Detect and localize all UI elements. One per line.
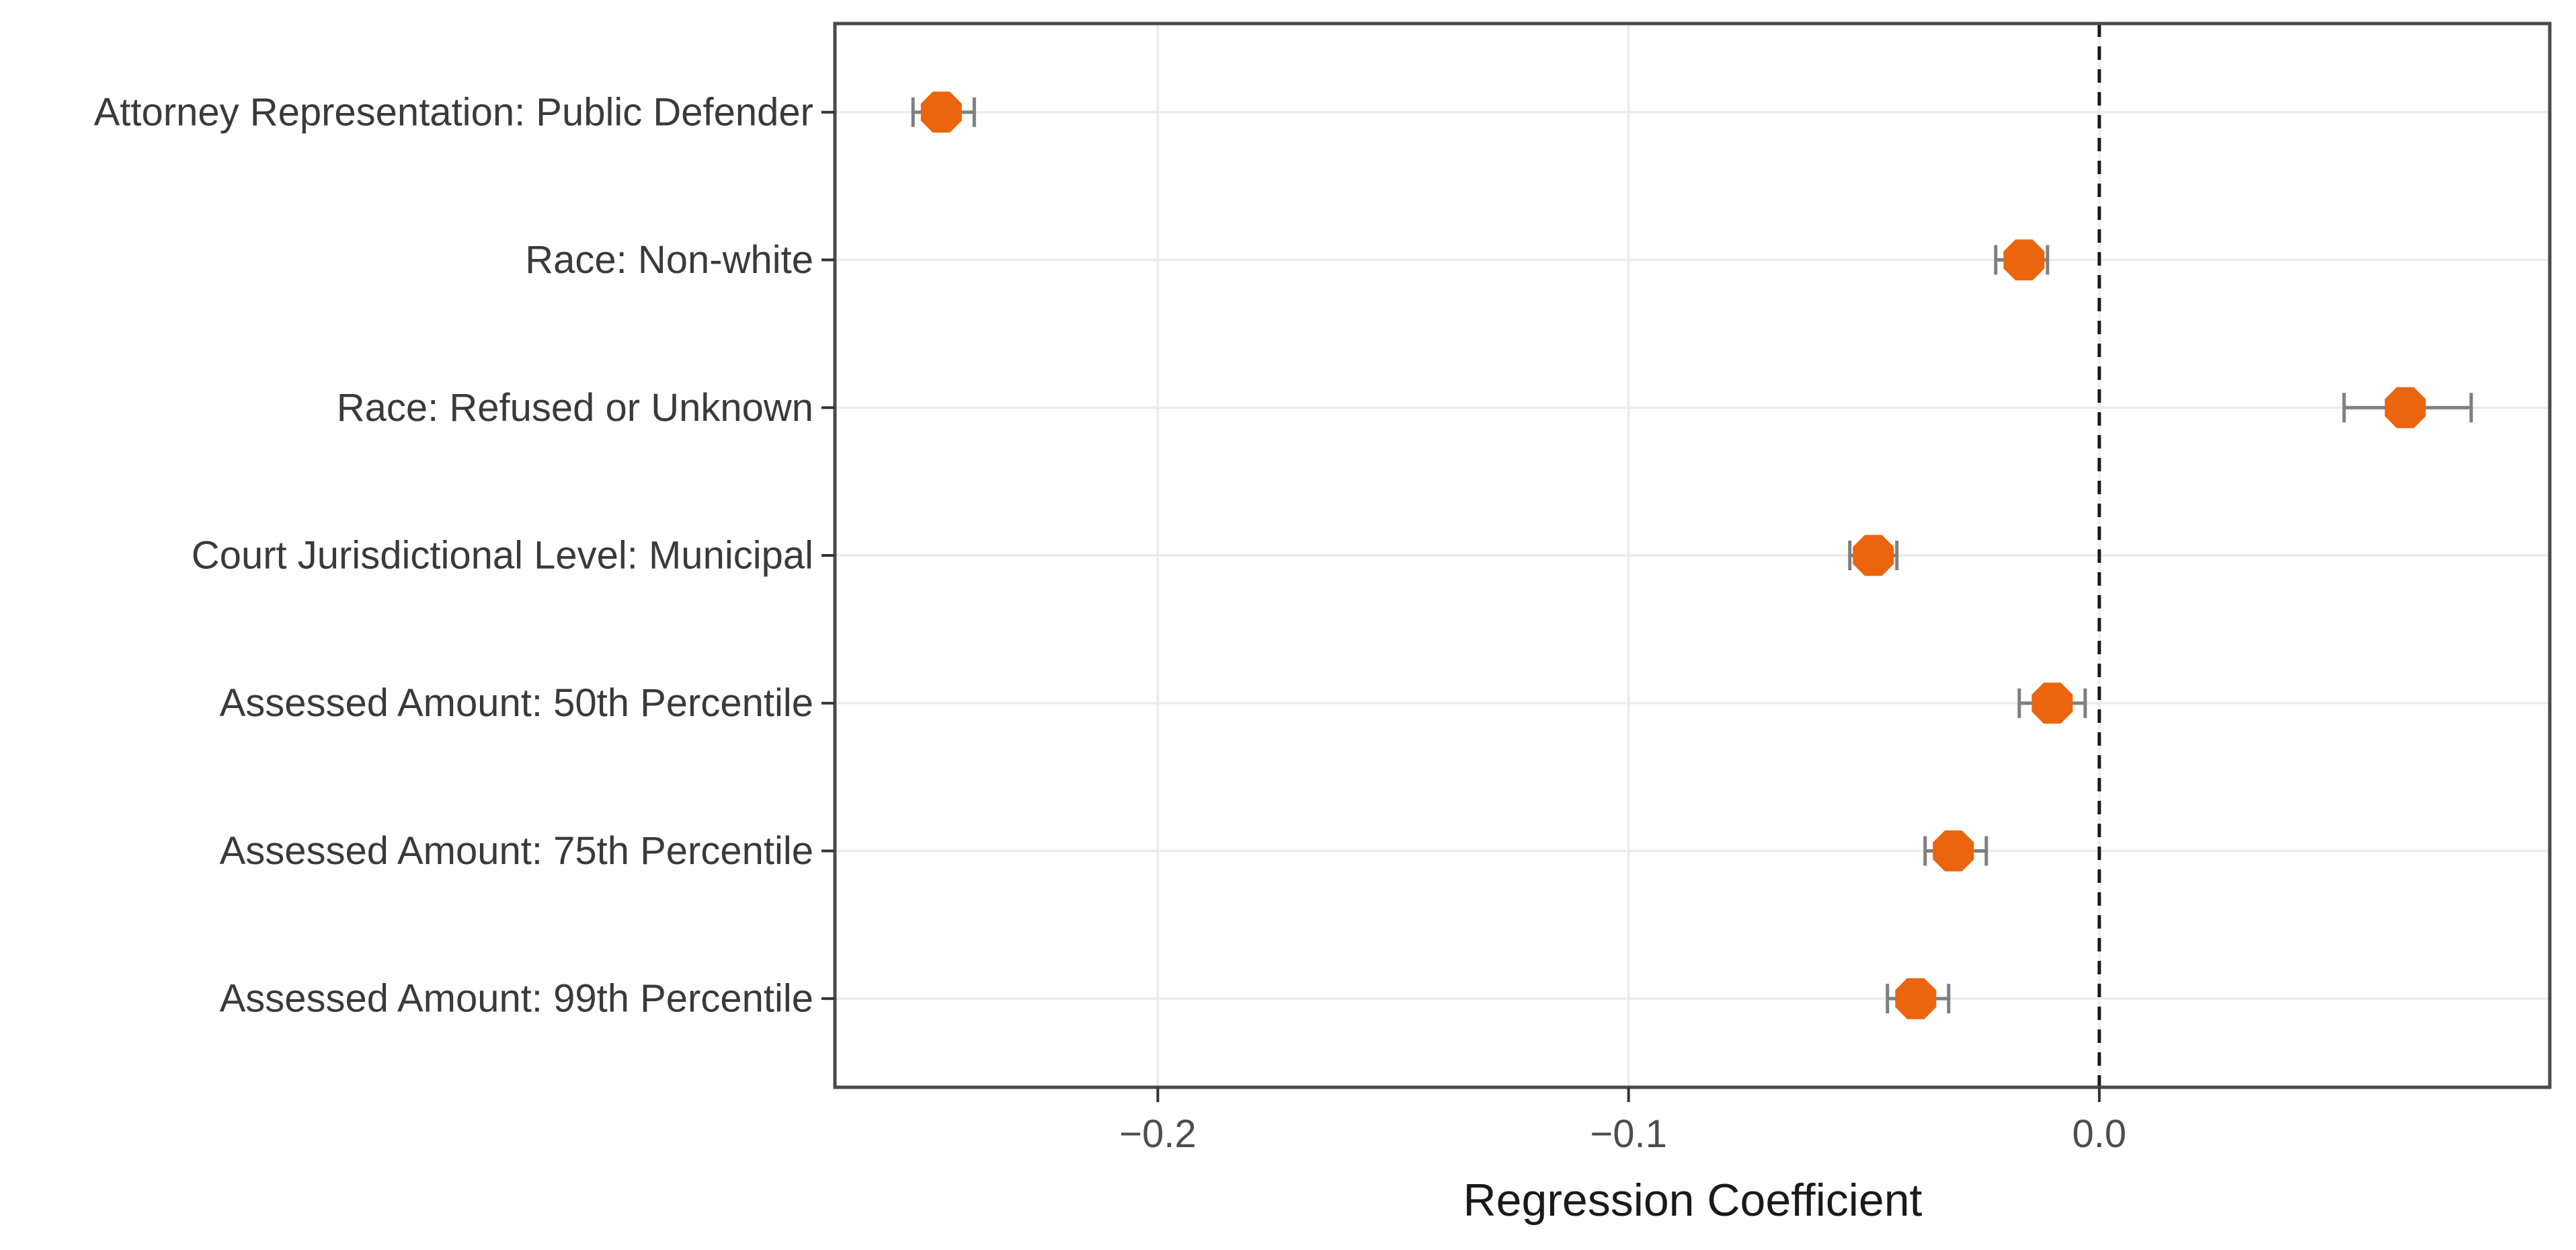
y-axis-category-label: Race: Refused or Unknown bbox=[337, 386, 813, 430]
data-point-marker bbox=[920, 91, 962, 133]
x-axis-title: Regression Coefficient bbox=[1463, 1175, 1923, 1226]
y-axis-category-label: Race: Non-white bbox=[525, 238, 813, 282]
y-axis-category-label: Court Jurisdictional Level: Municipal bbox=[192, 534, 813, 578]
x-axis-tick-label: 0.0 bbox=[2072, 1112, 2127, 1156]
x-axis-tick-label: −0.1 bbox=[1590, 1112, 1667, 1156]
data-point-marker bbox=[2031, 682, 2073, 724]
data-point-marker bbox=[2384, 387, 2426, 428]
data-point-marker bbox=[1895, 978, 1937, 1019]
data-point-marker bbox=[2003, 239, 2045, 280]
y-axis-category-label: Assessed Amount: 99th Percentile bbox=[220, 977, 813, 1021]
data-point-marker bbox=[1853, 535, 1894, 576]
y-axis-category-label: Attorney Representation: Public Defender bbox=[94, 90, 813, 134]
y-axis-category-label: Assessed Amount: 50th Percentile bbox=[220, 681, 813, 725]
data-point-marker bbox=[1933, 830, 1974, 871]
grid-layer bbox=[835, 24, 2550, 1087]
data-layer bbox=[911, 91, 2473, 1019]
axis-layer: Attorney Representation: Public Defender… bbox=[94, 90, 2127, 1156]
y-axis-category-label: Assessed Amount: 75th Percentile bbox=[220, 829, 813, 873]
x-axis-tick-label: −0.2 bbox=[1119, 1112, 1197, 1156]
